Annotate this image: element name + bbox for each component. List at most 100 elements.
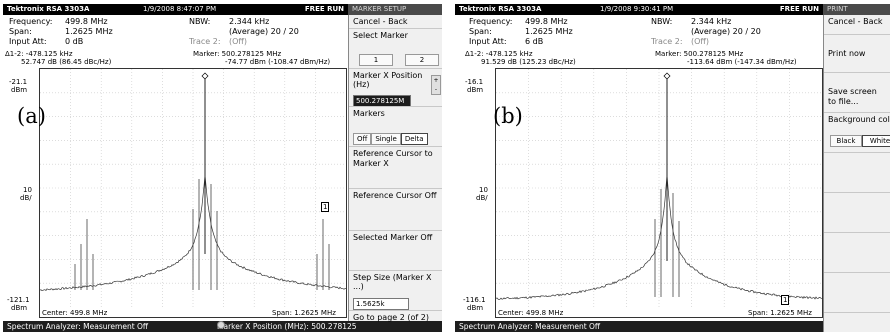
bg-black-button[interactable]: Black — [830, 135, 862, 147]
marker-readout-line2: -113.64 dBm (-147.34 dBm/Hz) — [687, 58, 797, 66]
nbw-value: 2.344 kHz — [691, 17, 732, 26]
step-size-input[interactable]: 1.5625k — [353, 298, 409, 310]
select-marker-label: Select Marker — [353, 31, 408, 40]
selected-marker-off-button[interactable]: Selected Marker Off — [349, 231, 442, 271]
empty-menu-slot-2 — [824, 193, 890, 233]
span-value: 1.2625 MHz — [65, 27, 113, 36]
span-label: Span: — [9, 27, 32, 36]
side-menu-title: PRINT — [823, 4, 890, 15]
average-value: (Average) 20 / 20 — [691, 27, 761, 36]
print-now-button[interactable]: Print now — [824, 35, 890, 73]
delta-readout-line2: 52.747 dB (86.45 dBc/Hz) — [21, 58, 112, 66]
datetime-label: 1/9/2008 8:47:07 PM — [143, 5, 217, 13]
status-knob-icon — [217, 321, 225, 329]
status-bar: Spectrum Analyzer: Measurement Off Marke… — [3, 321, 442, 332]
value-scroll-arrows[interactable]: + - — [431, 75, 441, 95]
save-screen-button[interactable]: Save screen to file... — [824, 73, 890, 113]
spectrum-graph[interactable]: Span: 1.2625 MHz Center: 499.8 MHz 1 — [495, 68, 823, 318]
bg-white-button[interactable]: White — [862, 135, 890, 147]
reference-cursor-off-button[interactable]: Reference Cursor Off — [349, 189, 442, 231]
trace2-label: Trace 2: — [651, 37, 683, 46]
input-att-label: Input Att: — [469, 37, 507, 46]
markers-off-button[interactable]: Off — [353, 133, 372, 145]
graticule — [496, 69, 822, 307]
nbw-label: NBW: — [189, 17, 211, 26]
top-level-value: -21.1 — [9, 78, 28, 86]
marker-1-button[interactable]: 1 — [359, 54, 393, 66]
marker-selector: 1 2 — [359, 54, 439, 66]
background-color-selector: Black White — [830, 135, 890, 147]
scale-unit: dB/ — [20, 194, 32, 202]
spectrum-graph[interactable]: Span: 1.2625 MHz Center: 499.8 MHz 1 — [39, 68, 347, 318]
scale-value: 10 — [23, 186, 32, 194]
empty-menu-slot-4 — [824, 273, 890, 313]
delta-readout-line1: Δ1-2: -478.125 kHz — [5, 50, 73, 58]
measurement-readout: Frequency: 499.8 MHz Span: 1.2625 MHz In… — [455, 15, 823, 66]
cancel-back-button[interactable]: Cancel - Back — [349, 15, 442, 29]
frequency-label: Frequency: — [9, 17, 53, 26]
marker-readout-line1: Marker: 500.278125 MHz — [655, 50, 744, 58]
center-footer: Center: 499.8 MHz — [42, 309, 108, 317]
step-size-label: Step Size (Marker X ...) — [353, 273, 432, 291]
markers-label: Markers — [353, 109, 385, 118]
average-value: (Average) 20 / 20 — [229, 27, 299, 36]
side-menu-title: MARKER SETUP — [348, 4, 442, 15]
bottom-level-unit: dBm — [11, 304, 28, 312]
frequency-value: 499.8 MHz — [525, 17, 568, 26]
bottom-level-value: -121.1 — [7, 296, 30, 304]
brand-label: Tektronix RSA 3303A — [459, 5, 542, 13]
marker-x-position-item[interactable]: Marker X Position (Hz) 500.278125M + - — [349, 69, 442, 107]
frequency-value: 499.8 MHz — [65, 17, 108, 26]
side-menu: Cancel - Back Print now Save screen to f… — [823, 15, 890, 332]
markers-mode-item[interactable]: Markers Off Single Delta — [349, 107, 442, 147]
screenshot-panel-b: Tektronix RSA 3303A 1/9/2008 9:30:41 PM … — [455, 4, 890, 332]
cancel-back-button[interactable]: Cancel - Back — [824, 15, 890, 35]
marker-2-button[interactable]: 2 — [405, 54, 439, 66]
trace2-value: (Off) — [229, 37, 248, 46]
frequency-label: Frequency: — [469, 17, 513, 26]
top-level-unit: dBm — [11, 86, 28, 94]
delta-readout-line1: Δ1-2: -478.125 kHz — [465, 50, 533, 58]
scale-unit: dB/ — [476, 194, 488, 202]
select-marker-item[interactable]: Select Marker 1 2 — [349, 29, 442, 69]
nbw-value: 2.344 kHz — [229, 17, 270, 26]
marker-x-position-label: Marker X Position (Hz) — [353, 71, 423, 89]
delta-readout-line2: 91.529 dB (125.23 dBc/Hz) — [481, 58, 576, 66]
top-level-value: -16.1 — [465, 78, 484, 86]
datetime-label: 1/9/2008 9:30:41 PM — [600, 5, 674, 13]
input-att-label: Input Att: — [9, 37, 47, 46]
status-left: Spectrum Analyzer: Measurement Off — [459, 322, 601, 331]
span-footer: Span: 1.2625 MHz — [748, 309, 812, 317]
trace2-value: (Off) — [691, 37, 710, 46]
marker-1-flag[interactable]: 1 — [321, 202, 330, 212]
markers-mode-selector: Off Single Delta — [353, 133, 428, 145]
side-menu: Cancel - Back Select Marker 1 2 Marker X… — [348, 15, 442, 322]
go-to-page-2-button[interactable]: Go to page 2 (of 2) — [353, 313, 429, 322]
marker-readout-line1: Marker: 500.278125 MHz — [193, 50, 282, 58]
status-right: Marker X Position (MHz): 500.278125 — [217, 322, 357, 331]
title-bar: Tektronix RSA 3303A 1/9/2008 8:47:07 PM … — [3, 4, 348, 15]
status-left: Spectrum Analyzer: Measurement Off — [7, 322, 149, 331]
top-level-unit: dBm — [467, 86, 484, 94]
run-state-label: FREE RUN — [304, 5, 344, 13]
panel-sublabel: (a) — [17, 104, 46, 128]
input-att-value: 6 dB — [525, 37, 544, 46]
span-label: Span: — [469, 27, 492, 36]
span-footer: Span: 1.2625 MHz — [272, 309, 336, 317]
nbw-label: NBW: — [651, 17, 673, 26]
bottom-level-value: -116.1 — [463, 296, 486, 304]
input-att-value: 0 dB — [65, 37, 84, 46]
markers-single-button[interactable]: Single — [371, 133, 401, 145]
background-color-item[interactable]: Background color Black White — [824, 113, 890, 153]
step-size-item[interactable]: Step Size (Marker X ...) 1.5625k — [349, 271, 442, 311]
spectrum-trace-svg — [40, 69, 346, 307]
marker-1-flag[interactable]: 1 — [781, 295, 790, 305]
reference-marker-icon — [201, 72, 209, 80]
span-value: 1.2625 MHz — [525, 27, 573, 36]
spectrum-trace — [496, 174, 822, 300]
marker-x-position-input[interactable]: 500.278125M — [353, 95, 411, 106]
reference-cursor-to-marker-button[interactable]: Reference Cursor to Marker X — [349, 147, 442, 189]
background-color-label: Background color — [828, 115, 890, 124]
markers-delta-button[interactable]: Delta — [400, 133, 428, 145]
status-right-wrap: Marker X Position (MHz): 500.278125 — [217, 321, 357, 332]
